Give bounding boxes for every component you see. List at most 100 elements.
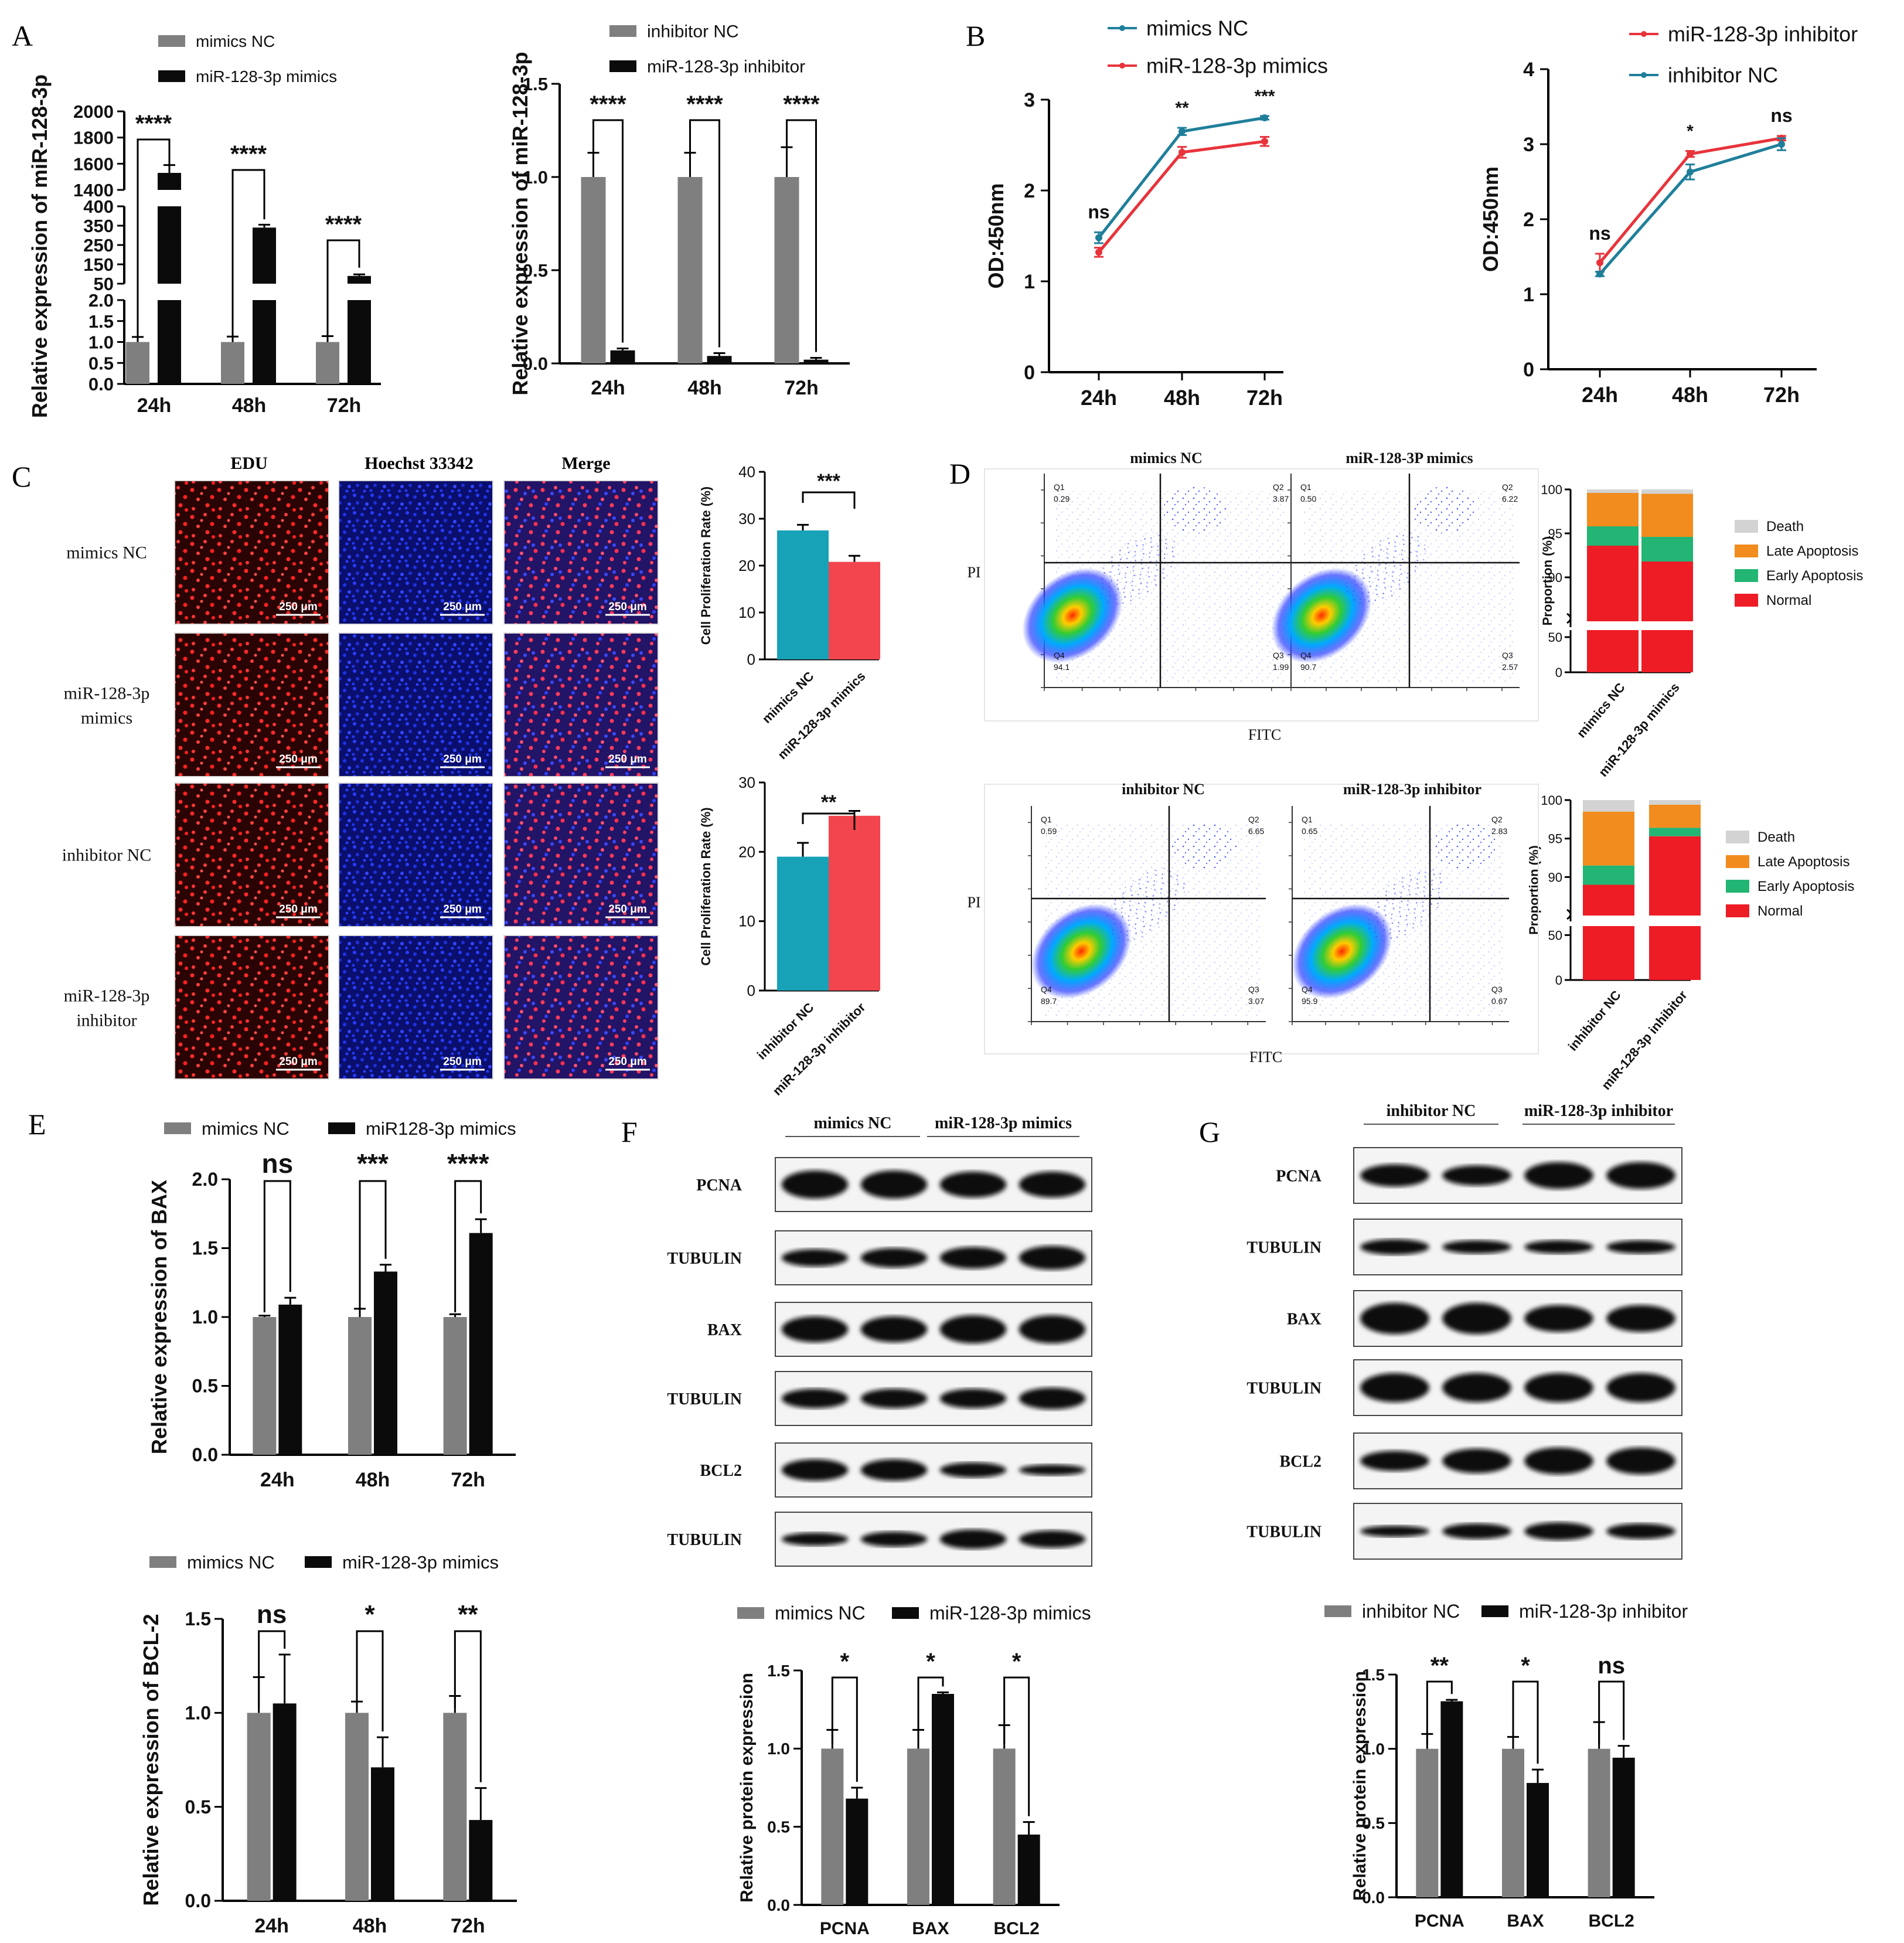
blot-band-label: BCL2 [700, 1462, 742, 1480]
blot-band-label: TUBULIN [1246, 1380, 1321, 1398]
chart-B2: 0 1 2 3 4 OD:450nm 24h 48h 72h ns * ns miR-128-3p in… [1479, 22, 1858, 407]
bar-miR-128-3p mimics [348, 275, 371, 284]
flow-frame [984, 468, 1539, 722]
pi-axis-label: PI [967, 894, 980, 911]
blot-band-label: PCNA [1276, 1168, 1322, 1186]
bar-inhibitor NC [777, 856, 829, 991]
y-tick-label: 0.5 [88, 353, 114, 373]
y-tick-label: 1.0 [767, 1740, 790, 1758]
legend-swatch [609, 60, 636, 72]
legend-label: miR-128-3p inhibitor [1519, 1601, 1688, 1622]
scale-bar-label: 250 μm [443, 903, 482, 916]
quadrant-value: 94.1 [1054, 662, 1069, 672]
blot-band-label: BAX [1287, 1311, 1321, 1329]
legend-label: Late Apoptosis [1766, 543, 1858, 559]
segment-Death [1649, 800, 1701, 805]
significance-label: ** [821, 791, 837, 814]
flow-plot-title: miR-128-3P mimics [1346, 450, 1473, 467]
panel-letter-g: G [1199, 1115, 1220, 1148]
blot-band [1524, 1240, 1593, 1254]
significance-bracket [802, 812, 856, 830]
y-tick-label: 0.0 [185, 1890, 211, 1911]
quadrant-value: 0.67 [1491, 996, 1507, 1006]
quadrant-value: 90.7 [1300, 662, 1316, 672]
scale-bar-label: 250 μm [443, 753, 482, 765]
blot-band [1360, 1302, 1429, 1335]
segment-Late Apoptosis [1583, 811, 1634, 866]
y-tick-label: 2 [1523, 209, 1534, 231]
scale-bar-label: 250 μm [608, 903, 647, 916]
quadrant-value: 0.59 [1041, 826, 1057, 836]
y-tick-label: 3 [1523, 134, 1534, 156]
legend-label: mimics NC [196, 32, 275, 50]
y-tick-label: 1800 [73, 128, 114, 148]
significance-bracket [689, 119, 720, 348]
micrograph-hoechst-2 [338, 782, 493, 927]
x-tick-label: 48h [353, 1915, 387, 1937]
blot-band [1606, 1523, 1675, 1539]
legend-label: inhibitor NC [647, 22, 739, 42]
segment-Normal [1649, 836, 1701, 916]
panel-f-blots: mimics NC miR-128-3p mimics PCNA TUBULIN BAX… [667, 1114, 1092, 1567]
panel-letter-c: C [12, 460, 31, 493]
blot-band [1019, 1387, 1086, 1410]
legend-swatch [328, 1122, 355, 1134]
legend-swatch [1726, 880, 1749, 893]
quadrant-value: 6.22 [1502, 494, 1518, 503]
flow-scatter-tail [1367, 868, 1446, 941]
legend-marker [1641, 72, 1647, 78]
blot-band [1524, 1373, 1593, 1403]
significance-label: **** [325, 212, 362, 237]
y-axis-label: OD:450nm [984, 183, 1008, 288]
legend-label: Normal [1766, 593, 1811, 608]
significance-label: ** [458, 1600, 478, 1629]
segment-Normal [1587, 630, 1639, 672]
y-tick-label: 1400 [73, 180, 114, 200]
legend-label: miR-128-3p inhibitor [1668, 22, 1858, 46]
pi-axis-label: PI [967, 564, 980, 581]
y-tick-label: 0.0 [192, 1444, 218, 1465]
y-tick-label: 30 [738, 510, 755, 528]
blot-band [1524, 1447, 1593, 1475]
panel-letter-f: F [621, 1115, 638, 1148]
y-tick-label: 400 [83, 196, 114, 217]
segment-Normal [1649, 926, 1701, 980]
y-tick-label: 2.0 [192, 1169, 218, 1190]
significance-label: * [926, 1649, 935, 1675]
y-tick-label: 1.0 [523, 167, 548, 188]
blot-band-label: PCNA [696, 1176, 742, 1195]
y-tick-label: 50 [94, 274, 114, 294]
micrograph-hoechst-3 [338, 935, 493, 1080]
panel-c-microscopy: EDU Hoechst 33342 Merge 250 μm 250 μm 250 … [62, 454, 659, 1080]
y-tick-label: 0 [747, 982, 755, 999]
row-label: miR-128-3p [64, 986, 150, 1006]
y-tick-label: 50 [1548, 928, 1562, 942]
flow-plot-title: miR-128-3p inhibitor [1343, 781, 1481, 798]
y-tick-label: 0.5 [192, 1376, 218, 1397]
y-tick-label: 2000 [73, 101, 114, 122]
blot-band [860, 1316, 928, 1343]
y-tick-label: 10 [738, 913, 755, 930]
y-tick-label: 2.0 [88, 290, 114, 311]
significance-bracket [137, 138, 171, 338]
scale-bar-label: 250 μm [279, 903, 318, 916]
bar-miR-128-3p inhibitor [803, 359, 829, 363]
chart-F1: 0.0 0.5 1.0 1.5 Relative protein expression P… [737, 1602, 1091, 1938]
blot-band [939, 1315, 1007, 1343]
flow-plot-title: mimics NC [1130, 450, 1202, 467]
micrograph-edu-2 [174, 782, 329, 927]
significance-bracket [326, 239, 360, 338]
bar-miR-128-3p mimics [371, 1767, 394, 1901]
blot-band [860, 1532, 928, 1547]
significance-bracket [917, 1676, 944, 1744]
y-axis-label: Relative expression of miR-128-3p [508, 52, 532, 395]
blot-band [1606, 1373, 1675, 1403]
blot-band [939, 1529, 1007, 1549]
x-tick-label: 72h [327, 394, 362, 417]
quadrant-name: Q1 [1302, 815, 1313, 824]
legend-swatch [892, 1607, 919, 1619]
chart-C1: 0 10 20 30 40 Cell Proliferation Rate (%) mimi… [699, 463, 880, 762]
